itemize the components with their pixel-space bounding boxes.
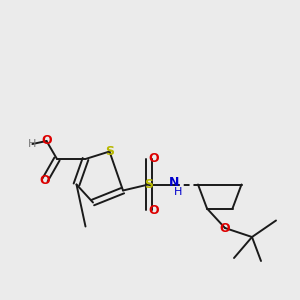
Text: H: H <box>28 139 37 149</box>
Text: O: O <box>148 152 159 166</box>
Text: H: H <box>173 187 182 197</box>
Text: O: O <box>41 134 52 148</box>
Text: O: O <box>220 221 230 235</box>
Text: S: S <box>144 178 153 191</box>
Text: O: O <box>148 203 159 217</box>
Text: N: N <box>169 176 179 190</box>
Text: S: S <box>105 145 114 158</box>
Text: O: O <box>40 173 50 187</box>
